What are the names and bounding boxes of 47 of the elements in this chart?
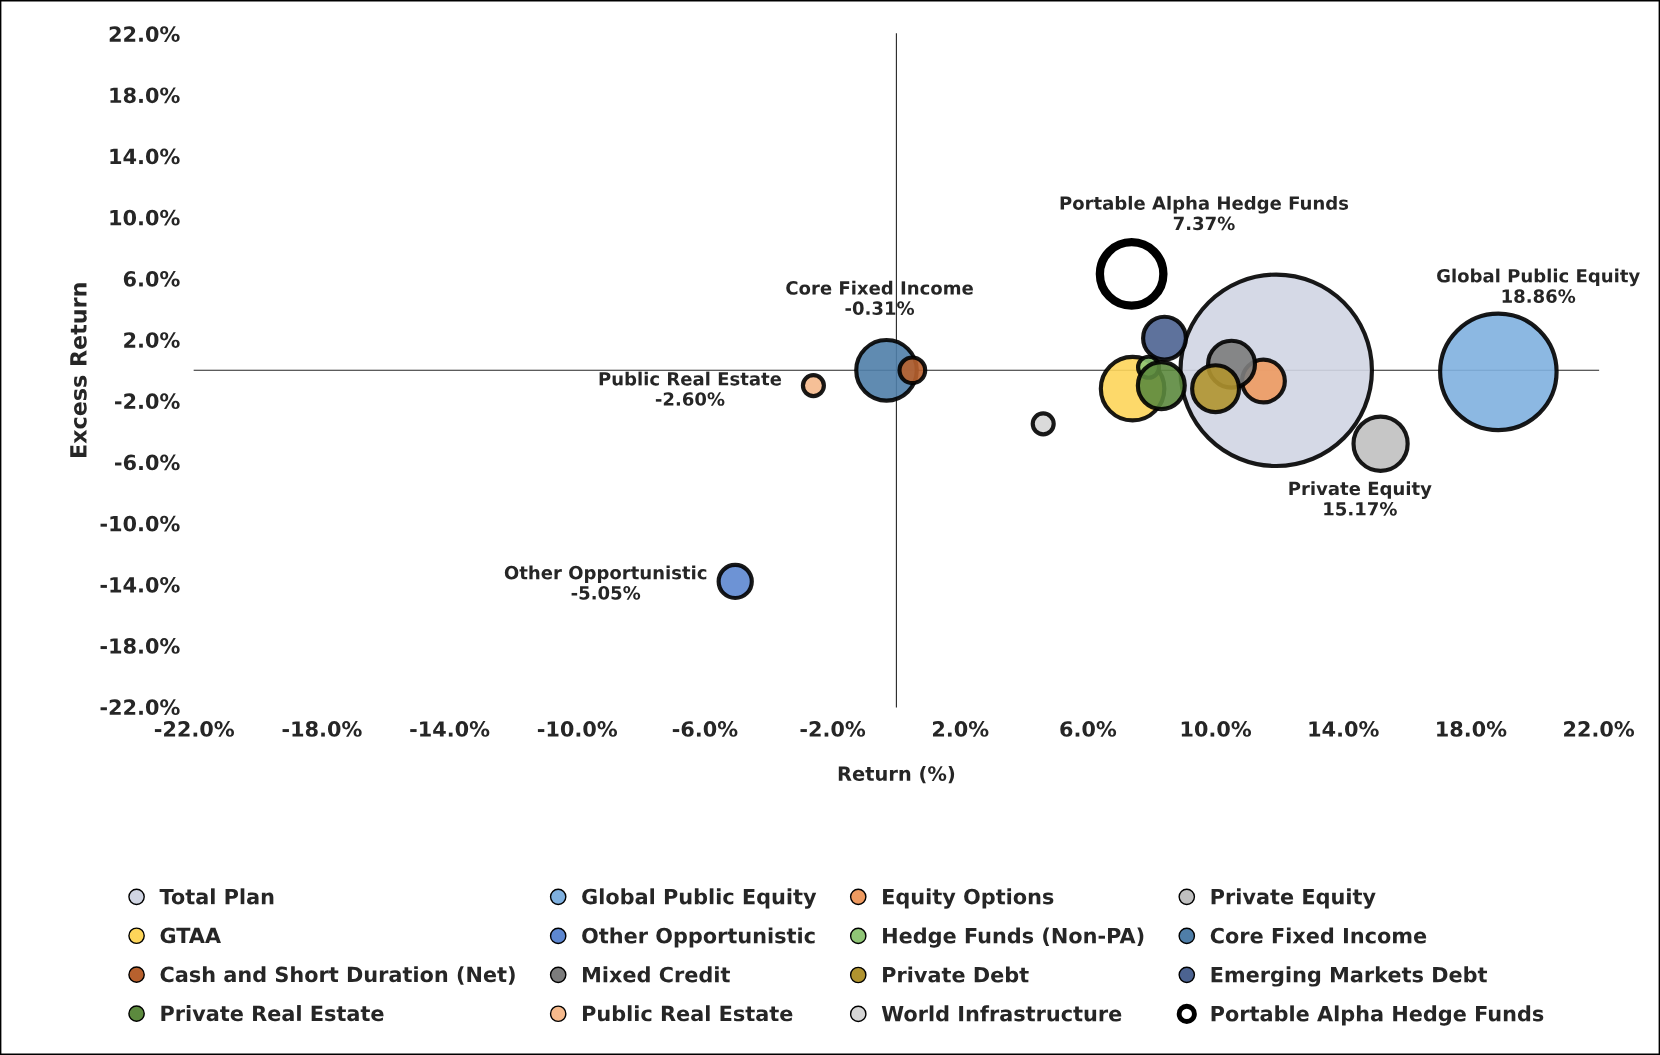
x-tick-label: -18.0% xyxy=(282,721,362,737)
annotation: Global Public Equity 18.86% xyxy=(1437,268,1640,303)
annotation: Private Equity 15.17% xyxy=(1289,481,1432,516)
x-tick-label: 18.0% xyxy=(1437,721,1507,737)
legend-label: Total Plan xyxy=(159,888,274,905)
legend-label: GTAA xyxy=(160,927,221,944)
x-tick-label: 10.0% xyxy=(1181,721,1252,737)
legend-label: Private Real Estate xyxy=(161,1005,384,1022)
legend-label: Public Real Estate xyxy=(583,1005,793,1022)
x-axis-title: Return (%) xyxy=(838,765,955,784)
legend-label: Global Public Equity xyxy=(582,888,817,909)
y-tick-label: -18.0% xyxy=(100,638,180,654)
x-tick-label: 22.0% xyxy=(1564,721,1635,737)
x-tick-label: 6.0% xyxy=(1060,721,1117,737)
x-tick-label: -2.0% xyxy=(800,721,866,737)
y-tick-label: 22.0% xyxy=(109,26,180,42)
y-tick-label: 6.0% xyxy=(123,270,180,287)
y-tick-label: -6.0% xyxy=(115,454,180,471)
y-tick-label: -2.0% xyxy=(115,393,180,410)
x-tick-label: -14.0% xyxy=(410,721,490,737)
legend-label: Hedge Funds (Non-PA) xyxy=(883,927,1144,948)
legend-label: Equity Options xyxy=(883,888,1054,909)
y-tick-label: -14.0% xyxy=(100,576,180,593)
legend-label: Private Equity xyxy=(1211,888,1376,909)
legend-label: Mixed Credit xyxy=(583,966,730,983)
x-tick-label: 14.0% xyxy=(1309,721,1379,737)
annotation: Portable Alpha Hedge Funds 7.37% xyxy=(1060,195,1349,231)
x-tick-label: -10.0% xyxy=(537,721,618,737)
annotation: Public Real Estate -2.60% xyxy=(599,371,782,406)
legend-label: Other Opportunistic xyxy=(582,927,815,948)
y-tick-label: -22.0% xyxy=(100,699,180,716)
y-tick-label: 18.0% xyxy=(110,87,180,104)
legend-label: Cash and Short Duration (Net) xyxy=(160,966,515,985)
legend-label: Emerging Markets Debt xyxy=(1211,966,1488,987)
y-tick-label: 2.0% xyxy=(124,332,180,348)
legend-label: Core Fixed Income xyxy=(1210,927,1427,944)
y-tick-label: -10.0% xyxy=(100,515,180,532)
legend-label: Portable Alpha Hedge Funds xyxy=(1211,1005,1544,1026)
y-tick-label: 14.0% xyxy=(110,148,180,165)
y-axis-title: Excess Return xyxy=(70,283,87,457)
x-tick-label: -22.0% xyxy=(154,721,235,737)
x-tick-label: 2.0% xyxy=(932,721,989,737)
legend-label: World Infrastructure xyxy=(881,1005,1122,1022)
annotation: Other Opportunistic -5.05% xyxy=(504,565,707,600)
y-tick-label: 10.0% xyxy=(110,209,180,226)
legend-label: Private Debt xyxy=(883,966,1029,983)
x-tick-label: -6.0% xyxy=(672,721,738,737)
